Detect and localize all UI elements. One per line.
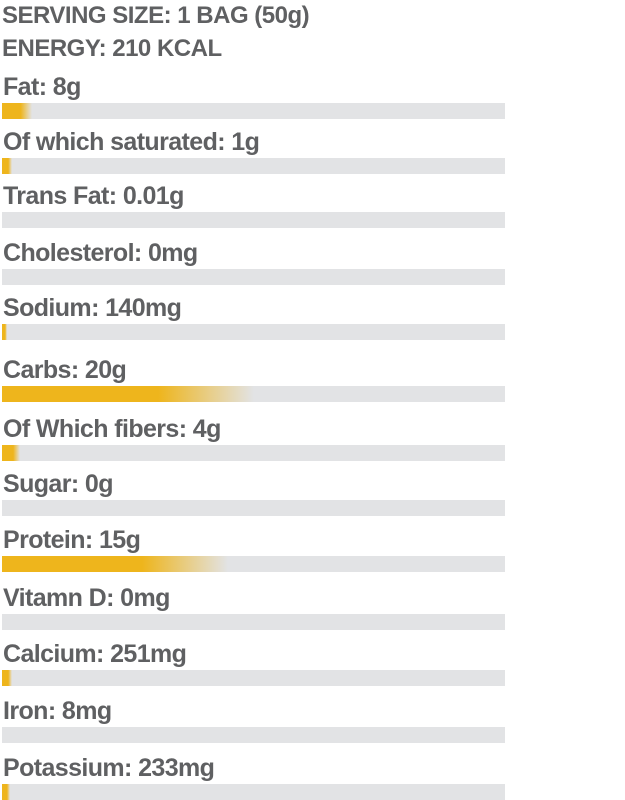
- nutrient-bar: [2, 386, 505, 402]
- nutrient-bar: [2, 556, 505, 572]
- nutrient-bar-fill: [2, 445, 20, 461]
- nutrient-bar-fill: [2, 556, 229, 572]
- nutrient-bar: [2, 212, 505, 228]
- nutrient-label: Cholesterol: 0mg: [3, 239, 198, 267]
- nutrient-bar: [2, 614, 505, 630]
- nutrient-bar: [2, 500, 505, 516]
- energy: ENERGY: 210 KCAL: [2, 35, 222, 62]
- nutrient-bar-fill: [2, 158, 13, 174]
- nutrient-bar: [2, 158, 505, 174]
- nutrient-bar: [2, 784, 505, 800]
- nutrient-label: Trans Fat: 0.01g: [3, 182, 184, 210]
- nutrient-label: Calcium: 251mg: [3, 640, 187, 668]
- nutrient-bar-fill: [2, 103, 33, 119]
- nutrient-label: Vitamn D: 0mg: [3, 584, 170, 612]
- nutrient-label: Potassium: 233mg: [3, 754, 215, 782]
- nutrient-label: Of which saturated: 1g: [3, 128, 260, 156]
- serving-size: SERVING SIZE: 1 BAG (50g): [2, 2, 310, 29]
- nutrient-bar: [2, 269, 505, 285]
- nutrient-bar-fill: [2, 386, 254, 402]
- nutrient-bar: [2, 727, 505, 743]
- nutrient-label: Protein: 15g: [3, 526, 141, 554]
- nutrient-bar-fill: [2, 670, 13, 686]
- nutrient-bar-fill: [2, 784, 10, 800]
- nutrient-bar: [2, 445, 505, 461]
- nutrient-bar: [2, 324, 505, 340]
- nutrient-label: Sugar: 0g: [3, 470, 114, 498]
- nutrient-label: Carbs: 20g: [3, 356, 127, 384]
- nutrient-bar: [2, 103, 505, 119]
- nutrient-label: Fat: 8g: [3, 73, 81, 101]
- nutrient-label: Iron: 8mg: [3, 697, 112, 725]
- nutrient-bar: [2, 670, 505, 686]
- nutrient-label: Of Which fibers: 4g: [3, 415, 221, 443]
- nutrient-label: Sodium: 140mg: [3, 294, 182, 322]
- nutrient-bar-fill: [2, 324, 8, 340]
